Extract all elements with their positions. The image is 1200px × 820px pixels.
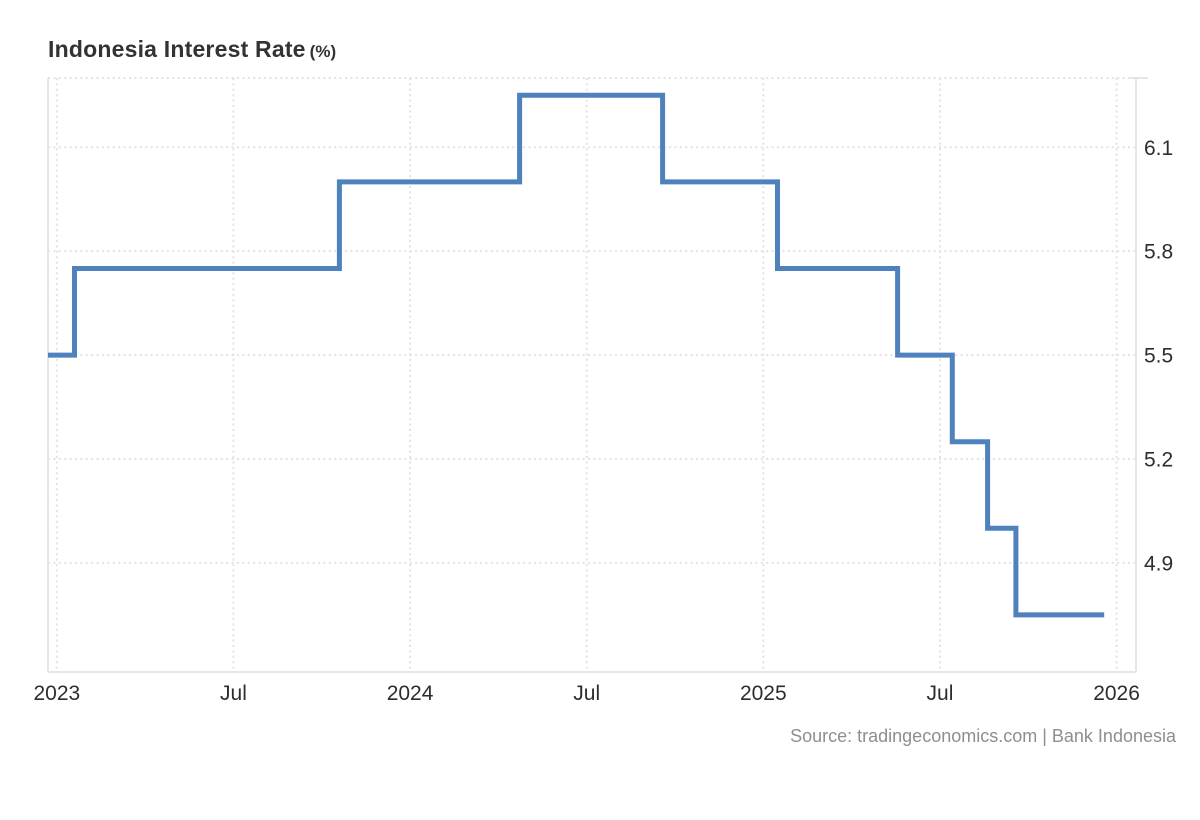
y-tick-label: 6.1 — [1144, 137, 1173, 160]
x-tick-label: 2023 — [33, 682, 80, 705]
chart-title-unit: (%) — [309, 42, 337, 61]
x-tick-label: 2025 — [740, 682, 787, 705]
x-tick-label: 2024 — [387, 682, 434, 705]
source-attribution: Source: tradingeconomics.com | Bank Indo… — [790, 726, 1176, 746]
y-tick-label: 5.8 — [1144, 241, 1173, 264]
x-tick-label: Jul — [927, 682, 954, 705]
x-tick-label: 2026 — [1093, 682, 1140, 705]
y-tick-label: 4.9 — [1144, 552, 1173, 575]
interest-rate-step-line — [48, 92, 1105, 618]
y-tick-label: 5.5 — [1144, 345, 1173, 368]
chart-header: Indonesia Interest Rate (%) — [48, 36, 336, 63]
x-tick-label: Jul — [220, 682, 247, 705]
chart-title: Indonesia Interest Rate — [48, 36, 306, 62]
x-tick-label: Jul — [573, 682, 600, 705]
y-tick-label: 5.2 — [1144, 448, 1173, 471]
